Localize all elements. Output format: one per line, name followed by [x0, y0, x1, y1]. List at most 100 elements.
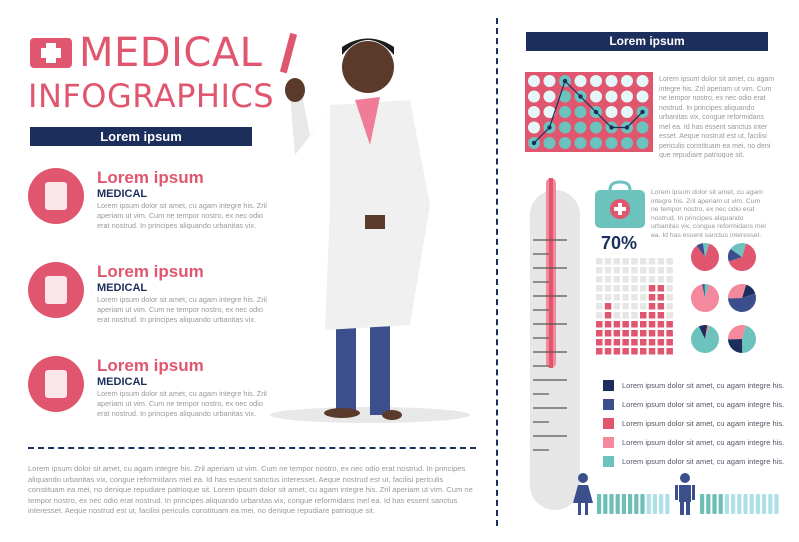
male-bar [731, 494, 736, 514]
grid-square [648, 312, 656, 319]
legend-swatch [603, 399, 614, 410]
data-point [640, 109, 645, 115]
legend-item: Lorem ipsum dolor sit amet, cu agam inte… [603, 452, 784, 471]
doctor-illustration [270, 32, 470, 423]
grid-square [648, 276, 656, 283]
vertical-divider [496, 18, 498, 526]
pie-slice [696, 243, 705, 257]
female-bar [609, 494, 614, 514]
female-bar [659, 494, 664, 514]
dot [605, 90, 618, 103]
male-icon [675, 473, 695, 515]
dot [636, 90, 649, 103]
female-bar [640, 494, 645, 514]
left-banner: Lorem ipsum [30, 127, 252, 146]
syringe-icon-circle [28, 168, 84, 224]
male-bar [749, 494, 754, 514]
item-text: Lorem ipsum dolor sit amet, cu agam inte… [97, 389, 267, 418]
pie-slice [728, 339, 743, 353]
pie-slice [728, 248, 742, 262]
grid-square [604, 267, 612, 274]
grid-square [613, 267, 621, 274]
dot [528, 75, 540, 87]
male-bar [718, 494, 723, 514]
grid-square [596, 303, 603, 310]
pie-slice [704, 284, 710, 298]
dot [621, 90, 633, 103]
dot-line-chart [525, 72, 653, 152]
female-bar [603, 494, 608, 514]
grid-square [666, 294, 673, 301]
grid-square [622, 258, 629, 265]
grid-square [631, 348, 638, 355]
data-point [593, 109, 599, 115]
male-bar [774, 494, 779, 514]
syringe-icon [45, 182, 67, 210]
dot [559, 137, 571, 149]
clipboard-icon-circle [28, 262, 84, 318]
male-bar [755, 494, 760, 514]
grid-square [613, 330, 621, 337]
grid-square [666, 321, 673, 328]
female-icon [573, 473, 593, 515]
grid-square [648, 348, 656, 355]
pie-slice [702, 284, 705, 298]
grid-square [631, 258, 638, 265]
grid-square [648, 303, 656, 310]
dot [574, 121, 587, 134]
pie-slice [703, 243, 710, 257]
grid-square [613, 294, 621, 301]
dot [574, 137, 587, 149]
footer-paragraph: Lorem ipsum dolor sit amet, cu agam inte… [28, 464, 473, 515]
right-banner: Lorem ipsum [526, 32, 768, 51]
clipboard-icon [45, 276, 67, 304]
grid-square [596, 258, 603, 265]
dot [590, 75, 602, 87]
pie-6 [728, 325, 756, 353]
pie-slice [728, 325, 747, 340]
data-point [531, 140, 537, 146]
grid-square [596, 285, 603, 292]
female-bar [665, 494, 670, 514]
pie-slice [742, 284, 756, 298]
dot-chart-text: Lorem ipsum dolor sit amet, cu agam inte… [659, 76, 775, 159]
item-heading: Lorem ipsum [97, 356, 204, 375]
legend: Lorem ipsum dolor sit amet, cu agam inte… [603, 376, 784, 471]
pie-slice [691, 284, 719, 312]
male-bar [762, 494, 767, 514]
pie-slice [691, 243, 719, 271]
grid-square [657, 258, 665, 265]
grid-square [666, 348, 673, 355]
dot [590, 137, 602, 149]
grid-square [657, 267, 665, 274]
grid-square [640, 303, 647, 310]
male-bar [768, 494, 773, 514]
dot [528, 106, 540, 118]
gender-bars-chart [573, 473, 779, 515]
kit-text: Lorem ipsum dolor sit amet, cu agam inte… [651, 189, 766, 239]
grid-square [666, 330, 673, 337]
grid-square [613, 285, 621, 292]
female-bar [652, 494, 657, 514]
dot [543, 75, 556, 87]
legend-swatch [603, 380, 614, 391]
grid-square [640, 321, 647, 328]
grid-square [648, 285, 656, 292]
grid-square [666, 312, 673, 319]
legend-text: Lorem ipsum dolor sit amet, cu agam inte… [622, 438, 785, 447]
legend-text: Lorem ipsum dolor sit amet, cu agam inte… [622, 381, 785, 390]
grid-square [604, 285, 612, 292]
legend-item: Lorem ipsum dolor sit amet, cu agam inte… [603, 414, 784, 433]
male-bar [737, 494, 742, 514]
grid-square [622, 339, 629, 346]
first-aid-kit-icon [595, 180, 645, 228]
grid-square [604, 312, 612, 319]
male-bar [743, 494, 748, 514]
dot [605, 137, 618, 149]
female-bar [597, 494, 602, 514]
grid-square [648, 294, 656, 301]
grid-square [613, 339, 621, 346]
dot [605, 75, 618, 87]
dot [621, 137, 633, 149]
dot [574, 75, 587, 87]
